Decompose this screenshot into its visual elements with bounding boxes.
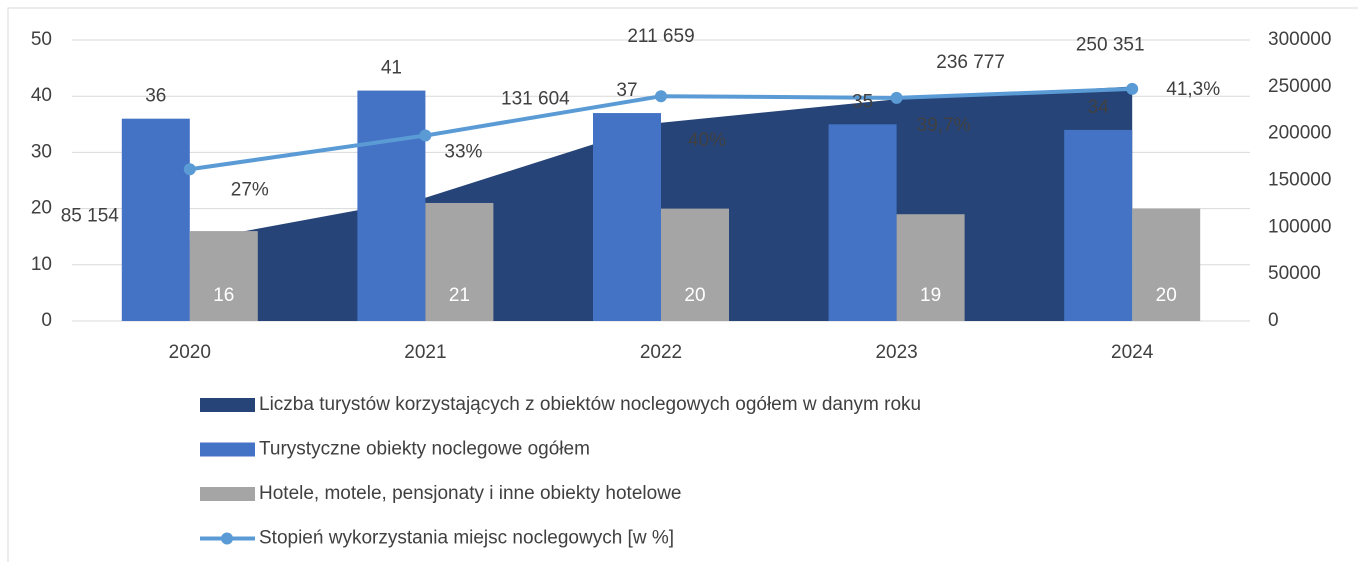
line-marker (890, 91, 903, 104)
y2-tick-label: 300000 (1268, 29, 1331, 50)
bar (828, 124, 897, 321)
y2-tick-label: 150000 (1268, 170, 1331, 191)
data-label: 131 604 (501, 89, 570, 110)
y2-tick-label: 50000 (1268, 263, 1321, 284)
legend-label: Liczba turystów korzystających z obiektó… (259, 394, 921, 415)
y2-tick-label: 250000 (1268, 76, 1331, 97)
x-tick-label: 2020 (169, 342, 211, 363)
bar (425, 202, 494, 321)
y-tick-label: 10 (31, 254, 52, 275)
line-marker (1126, 82, 1139, 95)
bar (357, 90, 426, 321)
data-label: 41 (381, 58, 402, 79)
data-label: 35 (852, 91, 873, 112)
y2-tick-label: 0 (1268, 310, 1279, 331)
data-label: 19 (920, 285, 941, 306)
line-marker (183, 163, 196, 176)
legend-swatch (200, 487, 255, 501)
bar (189, 231, 258, 321)
data-label: 34 (1088, 97, 1110, 118)
y-tick-label: 30 (31, 141, 52, 162)
data-label: 40% (688, 130, 726, 151)
data-label: 39,7% (917, 115, 971, 136)
bar (1064, 129, 1133, 321)
x-tick-label: 2021 (404, 342, 446, 363)
y-tick-label: 20 (31, 198, 52, 219)
bar (1132, 208, 1201, 321)
data-label: 27% (231, 179, 269, 200)
data-label: 250 351 (1076, 35, 1145, 56)
y-tick-label: 0 (41, 310, 52, 331)
data-label: 36 (145, 86, 166, 107)
y2-tick-label: 200000 (1268, 123, 1331, 144)
data-label: 16 (213, 285, 234, 306)
y2-tick-label: 100000 (1268, 216, 1331, 237)
line-marker (655, 90, 667, 103)
data-label: 20 (684, 285, 705, 306)
data-label: 211 659 (627, 26, 694, 47)
x-tick-label: 2022 (640, 342, 682, 363)
data-label: 41,3% (1166, 79, 1220, 100)
legend-label: Turystyczne obiekty noclegowe ogółem (259, 439, 590, 460)
x-tick-label: 2024 (1111, 342, 1154, 363)
line-marker (419, 129, 432, 142)
legend-swatch (200, 398, 255, 412)
data-label: 236 777 (936, 52, 1005, 73)
legend-swatch (221, 532, 233, 545)
data-label: 37 (616, 80, 637, 101)
bar (121, 118, 190, 322)
bar (896, 214, 965, 321)
bar (593, 113, 661, 321)
data-label: 85 154 (61, 205, 120, 226)
legend-swatch (200, 442, 255, 457)
chart-border (7, 7, 1358, 562)
y-tick-label: 40 (31, 85, 52, 106)
bar (661, 208, 729, 321)
data-label: 33% (444, 142, 482, 163)
legend-label: Stopień wykorzystania miejsc noclegowych… (259, 528, 674, 549)
x-tick-label: 2023 (875, 342, 917, 363)
legend-label: Hotele, motele, pensjonaty i inne obiekt… (259, 483, 681, 504)
data-label: 20 (1156, 285, 1177, 306)
data-label: 21 (449, 285, 470, 306)
y-tick-label: 50 (31, 29, 52, 50)
